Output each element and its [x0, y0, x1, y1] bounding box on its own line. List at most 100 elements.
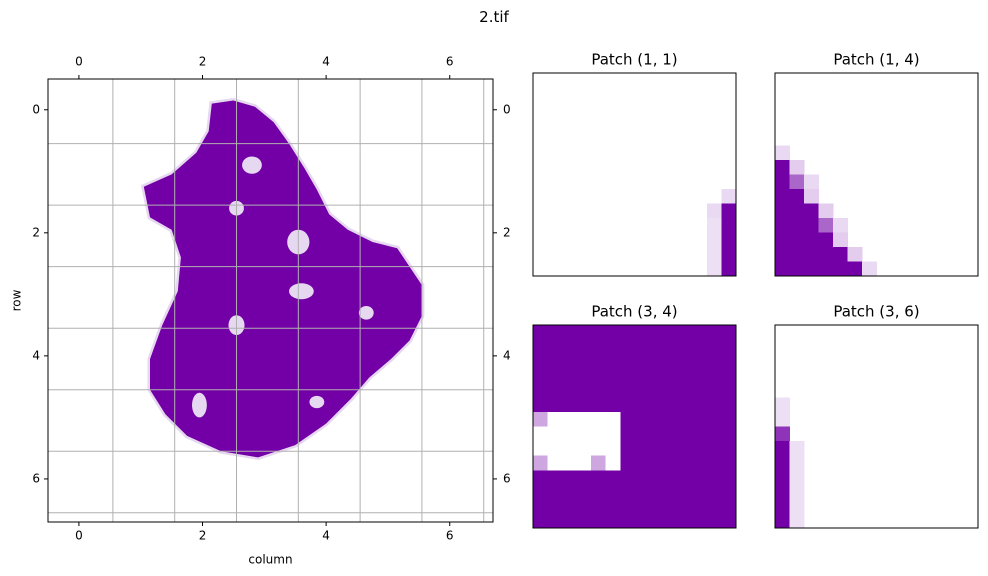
patch-4-cell-1	[775, 412, 790, 427]
patch-2-cell-18	[775, 232, 790, 248]
patch-4-cell-7	[775, 470, 790, 485]
figure-suptitle: 2.tif	[479, 8, 509, 26]
patch-2-cell-21	[818, 232, 834, 248]
patch-1-cell-5	[707, 232, 722, 248]
patch-1-cell-3	[707, 218, 722, 233]
patch-1-background	[533, 73, 736, 276]
patch-3-cell-16	[591, 441, 606, 456]
patch-3-cell-2	[547, 426, 563, 442]
y-right-tick-label-2: 4	[503, 348, 511, 362]
patch-2-cell-5	[804, 174, 819, 190]
patch-3-title: Patch (3, 4)	[591, 303, 677, 321]
patch-3-cell-8	[562, 412, 577, 427]
patch-2-cell-13	[775, 218, 790, 233]
patch-2-cell-33	[833, 261, 848, 277]
patch-2-cell-26	[818, 247, 834, 262]
patch-3-cell-14	[562, 441, 577, 456]
patch-3-cell-12	[533, 441, 548, 456]
patch-2-cell-16	[818, 218, 834, 233]
x-tick-label-3: 6	[446, 529, 454, 543]
patch-3-cell-11	[605, 412, 621, 427]
patch-3-cell-13	[547, 441, 563, 456]
patch-2-cell-34	[847, 261, 863, 277]
y-tick-label-3: 6	[32, 471, 40, 485]
patch-3-cell-22	[591, 455, 606, 471]
patch-1-cell-1	[707, 203, 722, 219]
patch-2-cell-2	[789, 160, 805, 175]
patch-3-cell-17	[605, 441, 621, 456]
patch-2-cell-23	[775, 247, 790, 262]
patch-3-cell-23	[605, 455, 621, 471]
patch-4-cell-14	[789, 513, 805, 529]
patch-2-cell-11	[804, 203, 819, 219]
x-axis-label: column	[248, 553, 292, 567]
patch-2-cell-15	[804, 218, 819, 233]
patch-4-cell-0	[775, 397, 790, 413]
x-top-tick-label-0: 0	[75, 55, 83, 69]
patch-2-cell-20	[804, 232, 819, 248]
patch-4-frame	[774, 324, 979, 529]
y-right-tick-label-0: 0	[503, 102, 511, 116]
patch-3-cell-5	[591, 426, 606, 442]
x-top-tick-label-2: 4	[322, 55, 330, 69]
x-tick-label-1: 2	[199, 529, 207, 543]
patch-1-title: Patch (1, 1)	[591, 51, 677, 69]
patch-2-cell-35	[862, 261, 877, 277]
patch-2-cell-8	[804, 189, 819, 204]
patch-2-cell-7	[789, 189, 805, 204]
patch-1-cell-6	[721, 232, 737, 248]
patch-4-cell-3	[775, 441, 790, 456]
patch-4-cell-8	[789, 470, 805, 485]
patch-2-cell-0	[775, 145, 790, 161]
x-top-tick-label-1: 2	[199, 55, 207, 69]
patch-2-cell-9	[775, 203, 790, 219]
patch-1-cell-4	[721, 218, 737, 233]
patch-2-cell-22	[833, 232, 848, 248]
y-tick-label-2: 4	[32, 348, 40, 362]
patch-3-cell-0	[533, 412, 548, 427]
patch-4-cell-10	[789, 484, 805, 500]
patch-4-background	[775, 325, 978, 528]
patch-1-cell-0	[721, 189, 737, 204]
patch-2-cell-32	[818, 261, 834, 277]
patch-2-cell-30	[789, 261, 805, 277]
patch-4-cell-4	[789, 441, 805, 456]
patch-4-cell-2	[775, 426, 790, 442]
patch-3-cell-4	[576, 426, 592, 442]
patch-3-cell-15	[576, 441, 592, 456]
patch-3-cell-20	[562, 455, 577, 471]
x-top-tick-label-3: 6	[446, 55, 454, 69]
x-tick-label-2: 4	[322, 529, 330, 543]
patch-3-cell-18	[533, 455, 548, 471]
patch-3-cell-21	[576, 455, 592, 471]
patch-2-cell-25	[804, 247, 819, 262]
patch-2-cell-24	[789, 247, 805, 262]
x-tick-label-0: 0	[75, 529, 83, 543]
patch-2-cell-17	[833, 218, 848, 233]
patch-4-cell-13	[775, 513, 790, 529]
patch-3-cell-6	[605, 426, 621, 442]
patch-2-cell-12	[818, 203, 834, 219]
y-axis-label: row	[10, 289, 24, 311]
shape-region	[143, 100, 422, 458]
patch-1-cell-7	[707, 247, 722, 262]
patch-2-frame	[774, 72, 979, 277]
patch-1-cell-10	[721, 261, 737, 277]
patch-4-cell-9	[775, 484, 790, 500]
patch-3-cell-19	[547, 455, 563, 471]
patch-4-cell-6	[789, 455, 805, 471]
y-right-tick-label-3: 6	[503, 471, 511, 485]
y-tick-label-1: 2	[32, 225, 40, 239]
patch-1-cell-8	[721, 247, 737, 262]
patch-1-frame	[532, 72, 737, 277]
patch-2-cell-14	[789, 218, 805, 233]
patch-1-cell-9	[707, 261, 722, 277]
main-axes-frame	[47, 78, 494, 523]
patch-2-cell-27	[833, 247, 848, 262]
patch-2-cell-31	[804, 261, 819, 277]
patch-2-cell-28	[847, 247, 863, 262]
patch-2-cell-3	[775, 174, 790, 190]
patch-4-title: Patch (3, 6)	[833, 303, 919, 321]
patch-3-cell-10	[591, 412, 606, 427]
